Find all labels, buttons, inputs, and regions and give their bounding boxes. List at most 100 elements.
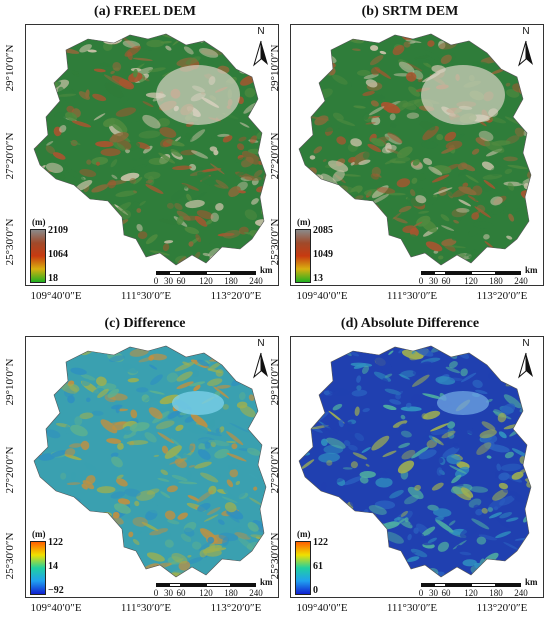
scale-bar-unit: km — [525, 265, 538, 275]
province-region — [34, 346, 266, 577]
lat-label-top-2: 27°20′0″N — [4, 132, 16, 180]
scale-bar-segment — [168, 271, 181, 275]
north-arrow-icon — [252, 351, 270, 379]
scale-bar-unit: km — [260, 577, 273, 587]
lon-label-b-1: 109°40′0″E — [296, 290, 348, 302]
province-boundary — [33, 33, 267, 266]
province-boundary — [298, 33, 532, 266]
scale-bar-segment — [156, 583, 169, 587]
scale-bar-segment — [433, 271, 446, 275]
lon-label-a-1: 109°40′0″E — [30, 290, 82, 302]
scale-bar-tick-label: 0 — [418, 588, 424, 598]
scale-bar: 0 30 60 120 180 240 km — [419, 265, 541, 286]
lat-label-top-1: 29°10′0″N — [4, 44, 16, 92]
lat-label-top-3: 25°30′0″N — [4, 218, 16, 266]
scale-bar-segment — [433, 583, 446, 587]
legend-min-value: 18 — [48, 273, 58, 284]
scale-bar-tick-label: 120 — [464, 276, 478, 286]
scale-bar-segment — [231, 583, 256, 587]
scale-bar-tick-label: 180 — [489, 588, 503, 598]
lon-label-a-3: 113°20′0″E — [210, 290, 262, 302]
legend-mid-value: 14 — [48, 561, 58, 572]
scale-bar-tick-label: 30 — [429, 588, 438, 598]
legend-unit: (m) — [32, 217, 46, 227]
north-arrow-icon — [517, 351, 535, 379]
lat-label-top-right-2: 27°20′0″N — [269, 132, 281, 180]
lon-label-d-3: 113°20′0″E — [476, 602, 528, 614]
province-boundary — [33, 345, 267, 578]
scale-bar-tick-label: 120 — [464, 588, 478, 598]
lake-area — [437, 391, 489, 415]
legend-mid-value: 61 — [313, 561, 323, 572]
legend-color-bar — [30, 541, 46, 595]
map-frame-srtm-dem: N (m) 2085 1049 13 0 30 60 120 180 240 km — [290, 24, 544, 286]
scale-bar-segment — [496, 583, 521, 587]
lowland-area — [156, 65, 240, 125]
scale-bar-segment — [231, 271, 256, 275]
scale-bar-tick-label: 120 — [199, 588, 213, 598]
panel-b-title: (b) SRTM DEM — [361, 4, 459, 19]
lat-label-bottom-3: 25°30′0″N — [4, 532, 16, 580]
legend-min-value: −92 — [48, 585, 64, 596]
scale-bar-tick-label: 240 — [249, 276, 263, 286]
map-region-svg — [298, 345, 532, 578]
scale-bar-tick-label: 180 — [489, 276, 503, 286]
scale-bar-tick-label: 60 — [176, 276, 186, 286]
scale-bar-segment — [168, 583, 181, 587]
legend-min-value: 0 — [313, 585, 318, 596]
map-frame-freel-dem: N (m) 2109 1064 18 0 30 60 120 180 240 km — [25, 24, 279, 286]
north-arrow-icon — [252, 39, 270, 67]
scale-bar-tick-label: 60 — [441, 588, 451, 598]
lon-label-c-3: 113°20′0″E — [210, 602, 262, 614]
map-region-svg — [33, 345, 267, 578]
lat-label-bottom-1: 29°10′0″N — [4, 358, 16, 406]
panel-a-title: (a) FREEL DEM — [94, 4, 196, 19]
scale-bar-segment — [471, 583, 496, 587]
scale-bar-unit: km — [260, 265, 273, 275]
lat-label-bottom-right-1: 29°10′0″N — [269, 358, 281, 406]
scale-bar-tick-label: 180 — [224, 588, 238, 598]
legend-max-value: 2085 — [313, 225, 333, 236]
scale-bar-segment — [156, 271, 169, 275]
scale-bar: 0 30 60 120 180 240 km — [153, 265, 276, 286]
province-boundary — [298, 345, 532, 578]
scale-bar-segment — [206, 271, 231, 275]
scale-bar-tick-label: 240 — [514, 276, 528, 286]
panel-c-title: (c) Difference — [104, 316, 186, 331]
lat-label-bottom-2: 27°20′0″N — [4, 446, 16, 494]
lon-label-a-2: 111°30′0″E — [120, 290, 172, 302]
panel-d-title: (d) Absolute Difference — [340, 316, 480, 331]
lake-area — [172, 391, 224, 415]
north-label: N — [257, 26, 265, 37]
legend-max-value: 122 — [313, 537, 328, 548]
lat-label-bottom-right-3: 25°30′0″N — [269, 532, 281, 580]
legend-color-bar — [295, 541, 311, 595]
lon-label-d-1: 109°40′0″E — [296, 602, 348, 614]
map-region-svg — [298, 33, 532, 266]
scale-bar-tick-label: 0 — [153, 276, 159, 286]
lat-label-top-right-1: 29°10′0″N — [269, 44, 281, 92]
scale-bar-tick-label: 30 — [164, 276, 173, 286]
north-arrow-icon — [517, 39, 535, 67]
north-label: N — [257, 338, 265, 349]
scale-bar-segment — [206, 583, 231, 587]
scale-bar-tick-label: 0 — [153, 588, 159, 598]
map-region-svg — [33, 33, 267, 266]
lat-label-bottom-right-2: 27°20′0″N — [269, 446, 281, 494]
legend-unit: (m) — [297, 529, 311, 539]
scale-bar-tick-label: 30 — [164, 588, 173, 598]
scale-bar-tick-label: 240 — [249, 588, 263, 598]
legend-min-value: 13 — [313, 273, 323, 284]
scale-bar-segment — [446, 583, 471, 587]
legend-mid-value: 1049 — [313, 249, 333, 260]
lon-label-d-2: 111°30′0″E — [386, 602, 438, 614]
lowland-area — [421, 65, 505, 125]
scale-bar-segment — [421, 271, 434, 275]
scale-bar-segment — [471, 271, 496, 275]
scale-bar-tick-label: 240 — [514, 588, 528, 598]
legend-mid-value: 1064 — [48, 249, 68, 260]
north-label: N — [522, 338, 530, 349]
legend-max-value: 122 — [48, 537, 63, 548]
scale-bar-segment — [496, 271, 521, 275]
lon-label-c-2: 111°30′0″E — [120, 602, 172, 614]
